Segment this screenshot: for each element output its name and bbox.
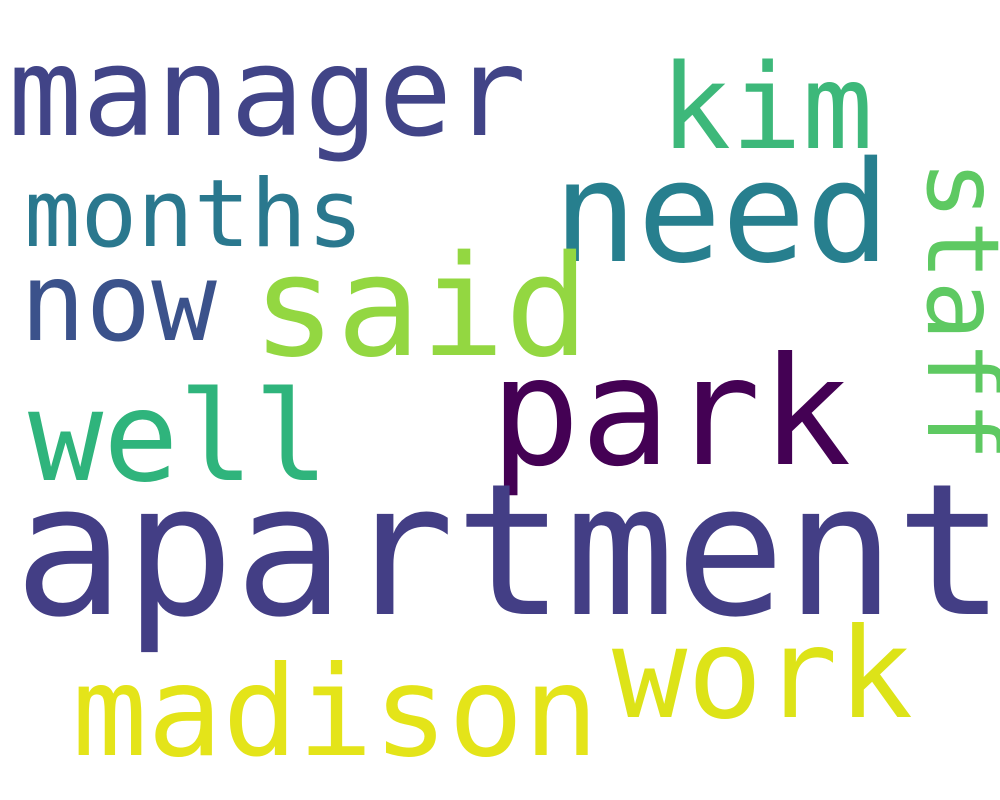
word-manager: manager: [8, 22, 527, 165]
word-staff: staff: [904, 160, 1000, 462]
word-now: now: [20, 239, 217, 366]
word-months: months: [24, 160, 364, 269]
word-madison: madison: [72, 640, 599, 785]
word-well: well: [28, 365, 330, 510]
word-need: need: [553, 132, 891, 295]
word-kim: kim: [660, 38, 874, 176]
word-park: park: [490, 326, 852, 500]
word-work: work: [612, 602, 914, 747]
word-said: said: [252, 226, 590, 389]
word-apartment: apartment: [14, 445, 1000, 658]
